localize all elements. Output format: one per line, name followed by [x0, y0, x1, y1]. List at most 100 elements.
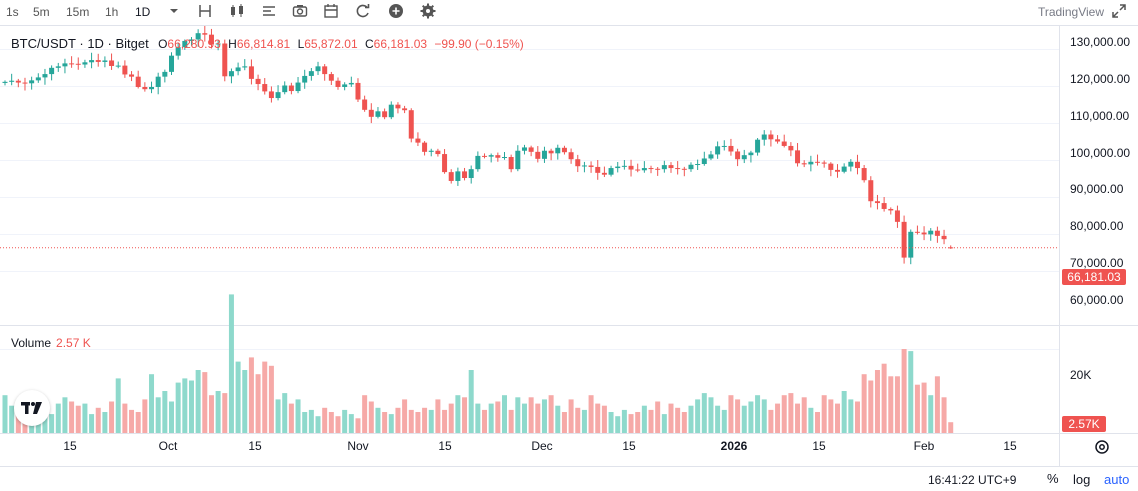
interval-15m[interactable]: 15m [66, 5, 90, 19]
grid-lines [0, 49, 1059, 350]
indicators-icon[interactable] [261, 3, 277, 19]
candle-down [934, 230, 940, 236]
volume-bar [395, 407, 401, 433]
candle-up [82, 62, 88, 65]
candle-down [648, 168, 654, 170]
candle-down [75, 63, 81, 65]
volume-bar [661, 414, 667, 433]
interval-1h[interactable]: 1h [105, 5, 119, 19]
volume-legend: Volume 2.57 K [11, 335, 91, 351]
candle-up [388, 104, 394, 118]
candle-down [22, 82, 28, 84]
candle-up [102, 60, 108, 62]
volume-bar [655, 401, 661, 433]
candle-up [708, 154, 714, 159]
volume-bar [901, 349, 907, 433]
settings-icon[interactable] [420, 3, 436, 19]
chart-settings-icon[interactable] [1093, 438, 1111, 456]
tradingview-logo[interactable] [14, 390, 50, 426]
auto-toggle[interactable]: auto [1104, 472, 1130, 487]
candle-down [854, 161, 860, 169]
candle-down [368, 109, 374, 117]
candle-down [435, 150, 441, 155]
interval-1d[interactable]: 1D [135, 5, 151, 19]
volume-bar [581, 409, 587, 433]
candle-up [688, 164, 694, 170]
calendar-icon[interactable] [323, 3, 339, 19]
brand-label[interactable]: TradingView [1037, 5, 1104, 19]
candle-up [282, 85, 288, 93]
volume-bar [948, 422, 954, 433]
price-chart[interactable] [0, 26, 1059, 433]
fullscreen-icon[interactable] [1112, 4, 1126, 18]
percent-toggle[interactable]: % [1047, 471, 1059, 486]
replay-icon[interactable] [355, 3, 371, 19]
volume-bar [462, 397, 468, 433]
volume-bars [2, 294, 954, 433]
volume-bar [402, 399, 408, 433]
candle-down [588, 165, 594, 167]
camera-icon[interactable] [292, 3, 308, 19]
volume-label[interactable]: Volume [11, 336, 52, 350]
pane-divider[interactable] [0, 325, 1138, 326]
candle-up [615, 166, 621, 169]
time-tick: 15 [1003, 439, 1017, 453]
candle-up [455, 171, 461, 181]
footer-divider [0, 466, 1138, 467]
price-tick: 130,000.00 [1070, 35, 1131, 49]
add-icon[interactable] [388, 3, 404, 19]
volume-bar [708, 397, 714, 433]
candles-icon[interactable] [229, 3, 245, 19]
volume-bar [828, 399, 834, 433]
volume-bar [874, 370, 880, 433]
volume-bar [102, 412, 108, 433]
candle-down [768, 134, 774, 140]
candle-up [348, 82, 354, 85]
volume-bar [228, 294, 234, 433]
candle-down [362, 99, 368, 110]
candle-down [828, 163, 834, 170]
price-tick: 110,000.00 [1070, 109, 1130, 123]
candle-down [255, 78, 261, 85]
volume-bar [894, 376, 900, 433]
candle-down [248, 66, 254, 79]
volume-bar [69, 401, 75, 433]
candle-up [515, 150, 521, 170]
log-toggle[interactable]: log [1073, 472, 1091, 487]
candle-up [555, 147, 561, 154]
candle-up [468, 169, 474, 179]
candle-up [715, 146, 721, 155]
price-tick: 120,000.00 [1070, 72, 1131, 86]
symbol-name[interactable]: BTC/USDT · 1D · Bitget [11, 36, 149, 51]
volume-bar [641, 405, 647, 433]
candle-up [502, 157, 507, 159]
candle-up [908, 231, 914, 258]
candle-up [55, 66, 61, 68]
volume-bar [941, 397, 947, 433]
volume-bar [621, 409, 627, 433]
candle-down [395, 104, 401, 109]
interval-5m[interactable]: 5m [33, 5, 50, 19]
volume-bar [268, 365, 274, 433]
volume-bar [202, 372, 208, 433]
volume-bar [248, 357, 254, 433]
bar-style-icon[interactable] [197, 3, 213, 19]
volume-bar [775, 403, 781, 433]
volume-bar [302, 412, 308, 433]
candle-down [815, 161, 821, 163]
volume-value: 2.57 K [56, 336, 91, 350]
candle-up [49, 67, 55, 75]
chevron-down-icon[interactable] [166, 3, 182, 19]
candle-down [402, 108, 408, 111]
time-tick: Feb [913, 439, 935, 453]
volume-bar [388, 414, 394, 433]
interval-1s[interactable]: 1s [6, 5, 19, 19]
volume-bar [328, 412, 334, 433]
candle-up [35, 77, 41, 81]
candle-up [848, 161, 854, 167]
clock[interactable]: 16:41:22 UTC+9 [928, 473, 1017, 487]
candle-down [129, 74, 135, 77]
time-axis-divider [0, 433, 1138, 434]
volume-bar [795, 403, 801, 433]
candle-up [188, 39, 194, 41]
